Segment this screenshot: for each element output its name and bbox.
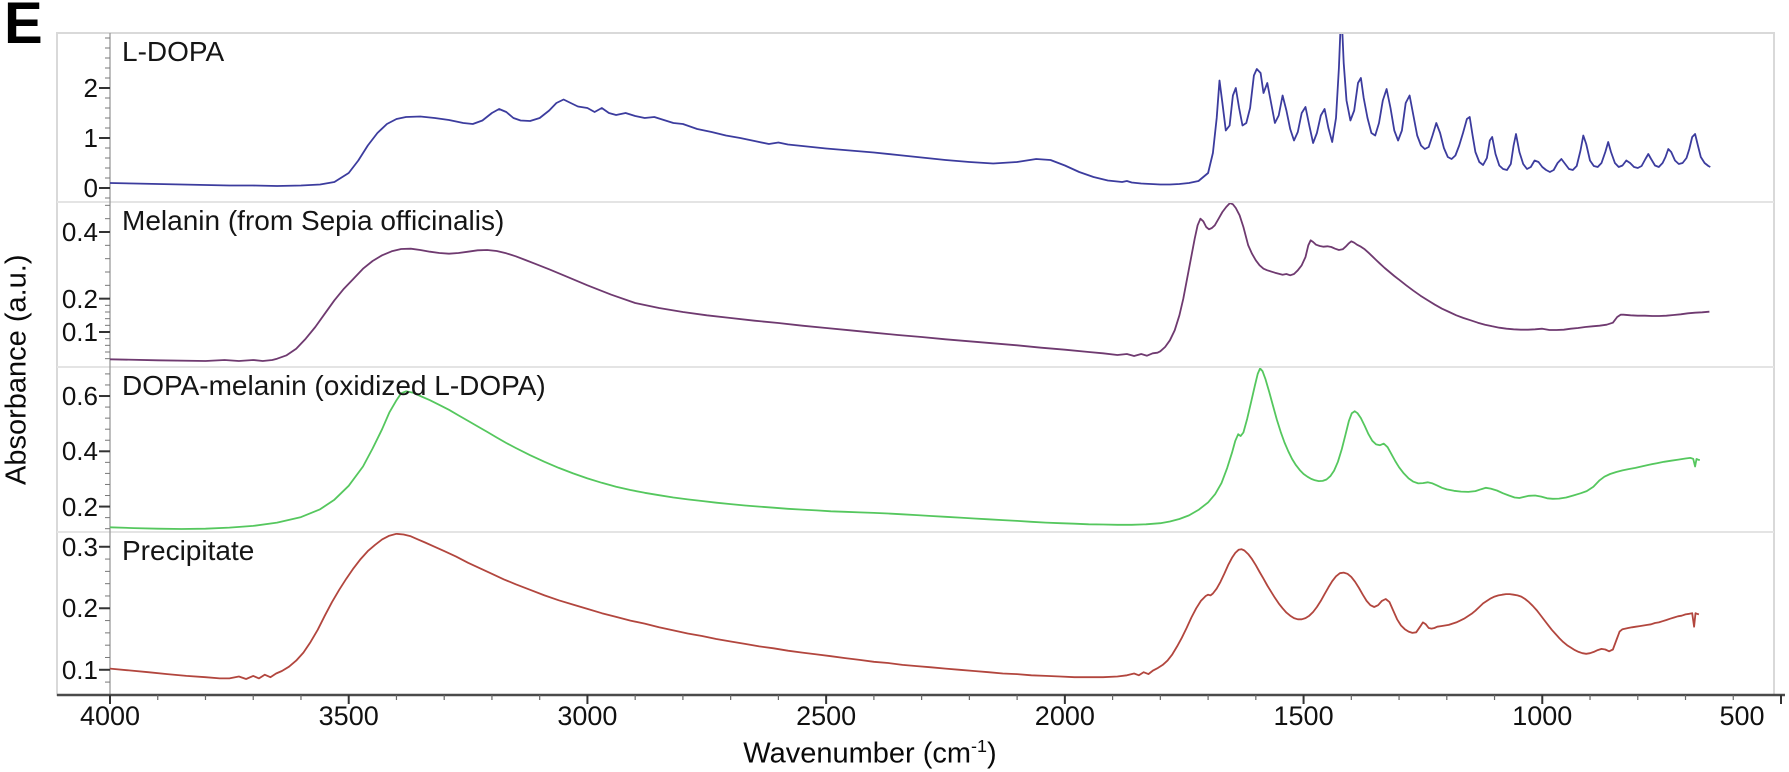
x-axis-title: Wavenumber (cm-1) [560, 736, 1180, 771]
x-tick-label: 4000 [79, 701, 141, 731]
figure-panel-label: E [4, 0, 43, 56]
y-tick-label-precipitate: 0.2 [61, 593, 98, 624]
x-axis-title-superscript: -1 [971, 736, 988, 756]
melanin-curve [109, 203, 1710, 362]
y-tick-label-precipitate: 0.3 [61, 531, 98, 562]
panel-title-dopa-melanin: DOPA-melanin (oxidized L-DOPA) [122, 370, 546, 401]
panel-title-ldopa: L-DOPA [122, 36, 225, 67]
x-tick-label: 3000 [557, 701, 618, 731]
y-tick-label-melanin: 0.1 [61, 317, 98, 347]
panel-title-precipitate: Precipitate [122, 535, 255, 566]
x-tick-label: 1500 [1273, 701, 1334, 731]
y-axis-title: Absorbance (a.u.) [0, 254, 33, 486]
y-tick-label-dopa-melanin: 0.2 [61, 491, 98, 522]
ldopa-curve [109, 34, 1711, 187]
x-axis-title-text: Wavenumber (cm [743, 737, 972, 770]
precipitate-curve [109, 533, 1700, 680]
y-tick-label-melanin: 0.2 [61, 283, 98, 314]
y-tick-label-ldopa: 0 [83, 173, 98, 203]
y-tick-label-precipitate: 0.1 [61, 654, 98, 685]
x-tick-label: 500 [1719, 701, 1765, 731]
y-tick-label-ldopa: 1 [83, 123, 98, 153]
x-tick-label: 3500 [318, 701, 379, 731]
panel-title-melanin: Melanin (from Sepia officinalis) [122, 205, 505, 236]
x-tick-label: 2000 [1034, 701, 1095, 731]
dopa-melanin-curve [109, 368, 1701, 530]
y-tick-label-dopa-melanin: 0.4 [61, 436, 98, 467]
x-axis-title-suffix: ) [987, 737, 997, 770]
y-tick-label-melanin: 0.4 [61, 217, 98, 247]
y-tick-label-dopa-melanin: 0.6 [61, 381, 98, 412]
y-tick-label-ldopa: 2 [83, 73, 98, 103]
x-tick-label: 1000 [1512, 701, 1573, 731]
x-tick-label: 2500 [796, 701, 857, 731]
